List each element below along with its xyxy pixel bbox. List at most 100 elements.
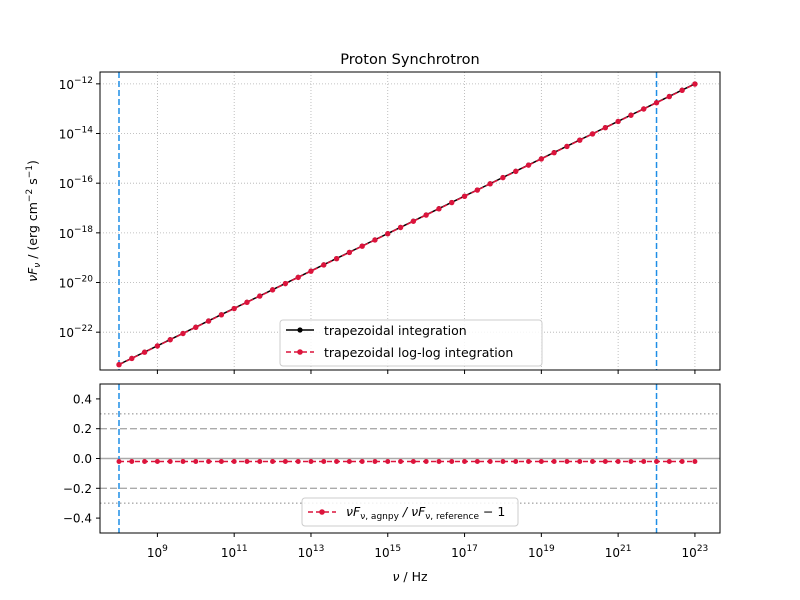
bottom-xtick-label-3: 1015 [374,544,401,560]
point-loglog-43 [666,93,673,100]
point-loglog-4 [167,337,173,343]
point-ratio-31 [513,458,519,464]
point-ratio-2 [142,458,148,464]
point-ratio-12 [270,458,276,464]
point-ratio-22 [398,458,404,464]
legend-label-loglog: trapezoidal log-log integration [324,345,513,360]
point-loglog-34 [551,149,557,156]
point-loglog-3 [154,343,161,349]
point-ratio-19 [359,458,365,464]
point-loglog-45 [692,81,698,87]
point-loglog-38 [602,125,609,131]
point-loglog-32 [525,162,532,168]
point-ratio-13 [282,458,288,464]
point-loglog-9 [231,305,237,312]
point-loglog-44 [679,87,685,94]
point-ratio-16 [321,458,327,464]
bottom-xtick-label-5: 1019 [528,544,555,560]
bottom-xticks: 109 1011 1013 1015 1017 1019 1021 1023 [147,533,708,560]
point-loglog-37 [589,131,596,137]
point-loglog-33 [538,156,545,162]
point-loglog-27 [461,193,468,200]
top-legend-box [279,319,543,367]
point-loglog-2 [141,349,148,355]
point-ratio-43 [666,458,672,464]
point-loglog-30 [500,174,506,181]
point-ratio-25 [436,458,442,464]
point-ratio-1 [129,458,135,464]
point-ratio-4 [167,458,173,464]
point-loglog-23 [410,218,417,224]
bottom-ytick-label-3: −0.2 [63,482,92,496]
point-ratio-32 [526,458,532,464]
point-ratio-37 [590,458,596,464]
bottom-reference-lines [100,413,720,504]
point-loglog-29 [487,181,493,187]
point-loglog-7 [205,318,212,324]
point-loglog-18 [346,249,353,256]
point-loglog-13 [282,280,289,287]
point-loglog-22 [397,224,404,231]
bottom-xtick-label-2: 1013 [298,544,325,560]
bottom-xtick-label-7: 1023 [682,544,709,560]
point-ratio-17 [334,458,340,464]
point-loglog-25 [436,206,442,212]
point-ratio-21 [385,458,391,464]
top-grid [100,72,720,370]
bottom-ytick-label-2: 0.0 [73,452,92,466]
top-vlines [118,72,658,370]
point-ratio-5 [180,458,186,464]
top-ytick-label-5: 10−12 [59,76,93,92]
point-ratio-38 [602,458,608,464]
top-panel: 10−22 10−20 10−18 10−16 10−14 10−12 Proton Sy… [25,52,721,374]
y-axis-label: νFν / (erg cm−2 s−1) [25,160,43,282]
point-ratio-8 [218,458,224,464]
point-ratio-34 [551,458,557,464]
point-loglog-0 [116,362,122,368]
point-loglog-24 [423,212,429,218]
point-ratio-35 [564,458,570,464]
point-ratio-40 [628,458,634,464]
point-ratio-15 [308,458,314,464]
point-loglog-10 [244,299,250,306]
legend-marker-ratio [319,509,325,515]
chart-title: Proton Synchrotron [340,52,479,68]
point-ratio-36 [577,458,583,464]
point-ratio-45 [692,458,698,464]
point-loglog-11 [257,293,263,299]
bottom-panel: 109 1011 1013 1015 1017 1019 1021 1023 0.40.20.… [63,383,721,584]
point-loglog-35 [564,143,570,150]
point-ratio-9 [231,458,237,464]
point-loglog-36 [577,137,583,143]
point-loglog-19 [359,243,365,249]
legend-marker-loglog [297,349,303,355]
point-loglog-26 [449,199,455,206]
point-ratio-44 [679,458,685,464]
top-yticks: 10−22 10−20 10−18 10−16 10−14 10−12 [59,76,100,340]
top-ytick-label-2: 10−18 [59,225,94,241]
bottom-xtick-label-4: 1017 [451,544,478,560]
bottom-xtick-label-0: 109 [147,544,168,560]
point-loglog-21 [385,231,391,237]
series-loglog-line [118,83,696,366]
bottom-xtick-label-1: 1011 [221,544,248,560]
point-loglog-28 [474,187,481,193]
series-ratio-points [116,458,698,464]
top-xticks [156,370,696,374]
point-ratio-39 [615,458,621,464]
point-ratio-26 [449,458,455,464]
point-ratio-11 [257,458,263,464]
point-ratio-14 [295,458,301,464]
top-legend: trapezoidal integration trapezoidal log-… [279,319,543,367]
point-loglog-12 [269,287,276,293]
bottom-ytick-label-1: 0.2 [73,422,92,436]
top-ytick-label-4: 10−14 [59,126,94,142]
top-ytick-label-1: 10−20 [59,275,94,291]
bottom-vlines [118,384,658,533]
point-ratio-33 [538,458,544,464]
bottom-xtick-label-6: 1021 [605,544,632,560]
point-ratio-41 [641,458,647,464]
point-loglog-41 [641,106,647,112]
legend-marker-trapezoidal [297,327,303,333]
